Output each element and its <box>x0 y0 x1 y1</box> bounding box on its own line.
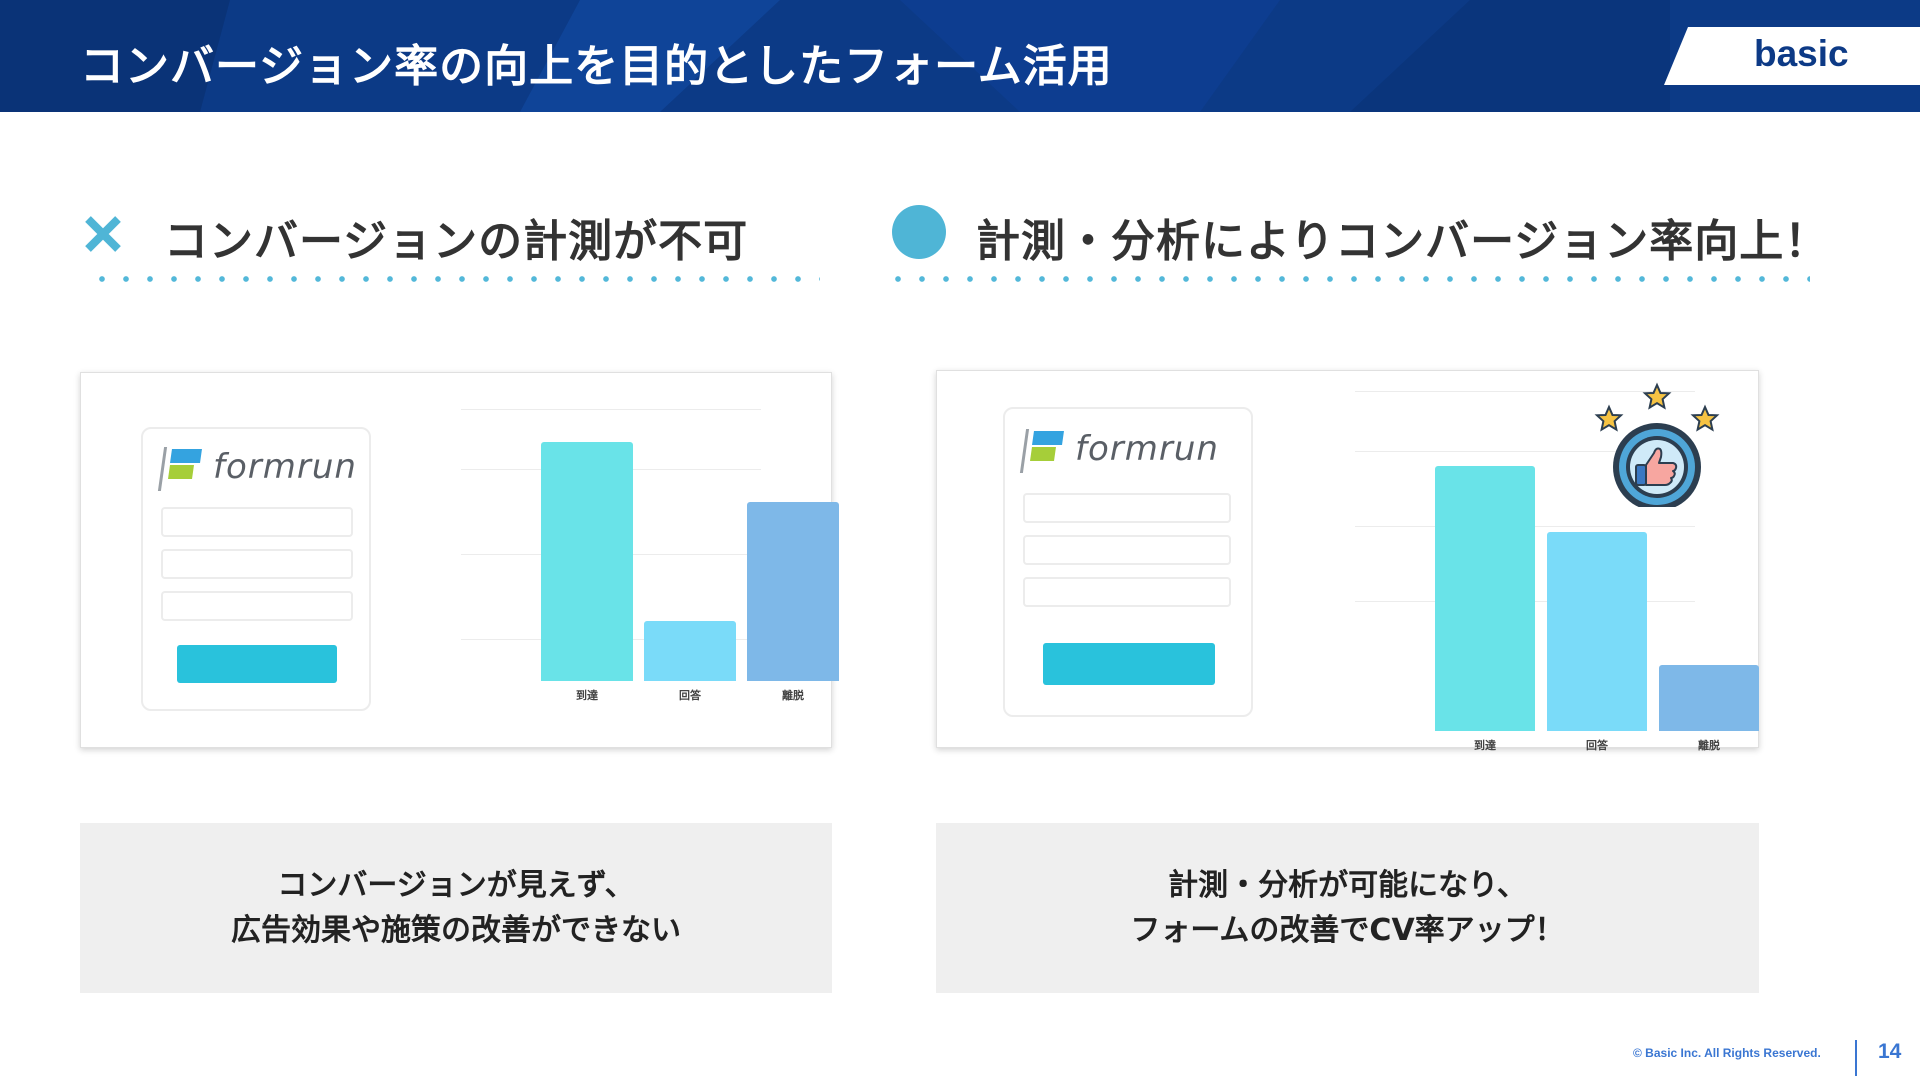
form-field <box>161 507 353 537</box>
page-title: コンバージョン率の向上を目的としたフォーム活用 <box>80 41 1113 92</box>
right-dotted-divider <box>886 276 1810 282</box>
company-logo-tab: basic <box>1664 27 1920 85</box>
left-bar-chart: 到達 回答 離脱 <box>451 409 841 729</box>
form-mock: formrun <box>1003 407 1253 717</box>
submit-button-mock <box>177 645 337 683</box>
submit-button-mock <box>1043 643 1215 685</box>
header-facet <box>1350 0 1670 112</box>
formrun-logo-text: formrun <box>1075 429 1219 469</box>
cross-icon <box>85 216 121 252</box>
chart-bar <box>541 441 633 681</box>
chart-bar <box>644 621 736 681</box>
form-field <box>161 591 353 621</box>
thumbs-up-stars-icon <box>1596 384 1718 507</box>
header-bar: コンバージョン率の向上を目的としたフォーム活用 basic <box>0 0 1920 112</box>
left-caption-line: 広告効果や施策の改善ができない <box>231 913 681 948</box>
chart-bar <box>747 501 839 681</box>
chart-gridline <box>1355 391 1695 392</box>
form-field <box>1023 535 1231 565</box>
right-bar-chart: 到達 回答 離脱 <box>1345 391 1759 752</box>
copyright-text: © Basic Inc. All Rights Reserved. <box>1633 1046 1821 1060</box>
right-caption-line: フォームの改善でCV率アップ！ <box>1130 913 1565 948</box>
page-number: 14 <box>1878 1040 1902 1063</box>
chart-bar <box>1659 664 1759 731</box>
right-caption: 計測・分析が可能になり、 フォームの改善でCV率アップ！ <box>936 823 1759 993</box>
chart-bar <box>1435 465 1535 731</box>
chart-gridline <box>1355 451 1695 452</box>
left-caption: コンバージョンが見えず、 広告効果や施策の改善ができない <box>80 823 832 993</box>
chart-category-label: 離脱 <box>782 689 804 702</box>
right-dashboard-mock: formrun 到達 回答 離脱 <box>936 370 1759 752</box>
chart-bar <box>1547 531 1647 731</box>
right-caption-line: 計測・分析が可能になり、 <box>1168 868 1527 903</box>
chart-category-label: 離脱 <box>1698 739 1720 752</box>
formrun-logo-text: formrun <box>213 447 357 487</box>
left-heading: コンバージョンの計測が不可 <box>78 205 838 267</box>
chart-category-label: 到達 <box>576 689 598 702</box>
form-field <box>1023 577 1231 607</box>
chart-category-label: 到達 <box>1474 739 1496 752</box>
footer-divider <box>1855 1040 1857 1076</box>
left-dashboard-mock: formrun 到達 回答 離脱 <box>80 372 839 748</box>
formrun-logo: formrun <box>157 447 361 493</box>
chart-category-label: 回答 <box>1586 739 1608 752</box>
left-dotted-divider <box>90 276 820 282</box>
left-heading-text: コンバージョンの計測が不可 <box>164 216 749 267</box>
header-facet <box>0 0 230 112</box>
form-field <box>161 549 353 579</box>
left-caption-line: コンバージョンが見えず、 <box>277 868 635 903</box>
chart-category-label: 回答 <box>679 689 701 702</box>
form-mock: formrun <box>141 427 371 711</box>
company-logo: basic <box>1754 33 1849 74</box>
chart-gridline <box>461 409 761 410</box>
form-field <box>1023 493 1231 523</box>
right-heading: 計測・分析によりコンバージョン率向上！ <box>892 205 1852 267</box>
formrun-logo: formrun <box>1019 429 1243 475</box>
circle-icon <box>892 205 946 259</box>
right-heading-text: 計測・分析によりコンバージョン率向上！ <box>976 216 1830 267</box>
